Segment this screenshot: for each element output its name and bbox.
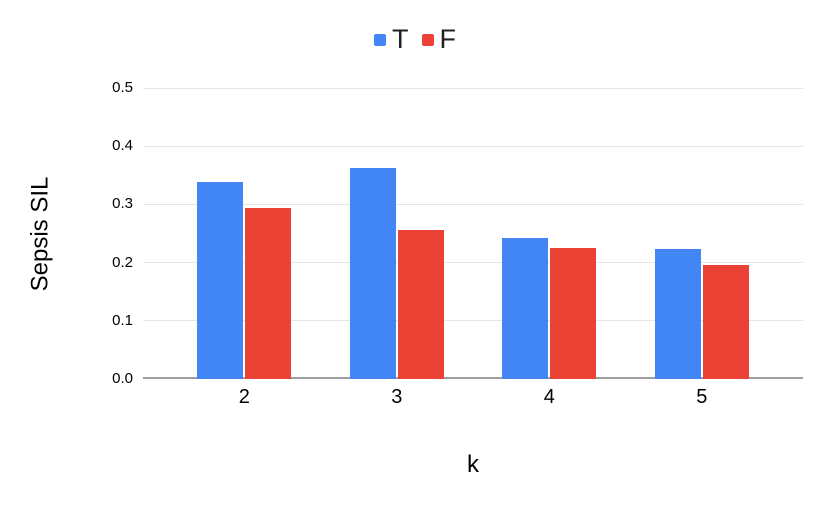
bar-T-k3 <box>349 168 396 379</box>
y-tick-label: 0.4 <box>112 137 133 155</box>
y-tick-label: 0.3 <box>112 195 133 213</box>
y-tick-label: 0.0 <box>112 370 133 387</box>
x-tick-label: 5 <box>696 386 708 408</box>
bar-T-k2 <box>197 182 244 379</box>
bar-F-k5 <box>702 264 749 379</box>
y-tick-label: 0.5 <box>112 79 133 96</box>
x-tick-label: 4 <box>543 386 555 408</box>
legend-item-T: T <box>374 26 409 53</box>
bar-T-k4 <box>502 238 549 379</box>
x-axis-line <box>143 377 803 379</box>
x-tick-label: 2 <box>238 386 250 408</box>
legend-label: T <box>392 24 409 54</box>
bar-F-k3 <box>397 230 444 379</box>
plot-area: 0.0 0.1 0.2 0.3 0.4 0.5 2 3 4 5 <box>112 79 803 408</box>
legend-swatch-F <box>421 33 434 46</box>
bar-T-k5 <box>654 248 701 379</box>
gridline <box>143 203 803 205</box>
gridline <box>143 262 803 264</box>
legend-item-F: F <box>421 24 457 54</box>
y-axis-title: Sepsis SIL <box>0 88 80 379</box>
y-tick-label: 0.1 <box>112 311 133 329</box>
gridline <box>143 87 803 89</box>
legend-label: F <box>439 24 457 54</box>
y-tick-label: 0.2 <box>112 253 133 271</box>
x-tick-label: 3 <box>391 386 403 408</box>
bar-F-k4 <box>550 248 597 379</box>
y-axis-title-text: Sepsis SIL <box>26 176 54 291</box>
x-axis-title: k <box>467 451 479 478</box>
legend-swatch-T <box>374 33 386 46</box>
gridline <box>143 145 803 147</box>
bar-F-k2 <box>245 208 292 379</box>
gridline <box>143 320 803 322</box>
